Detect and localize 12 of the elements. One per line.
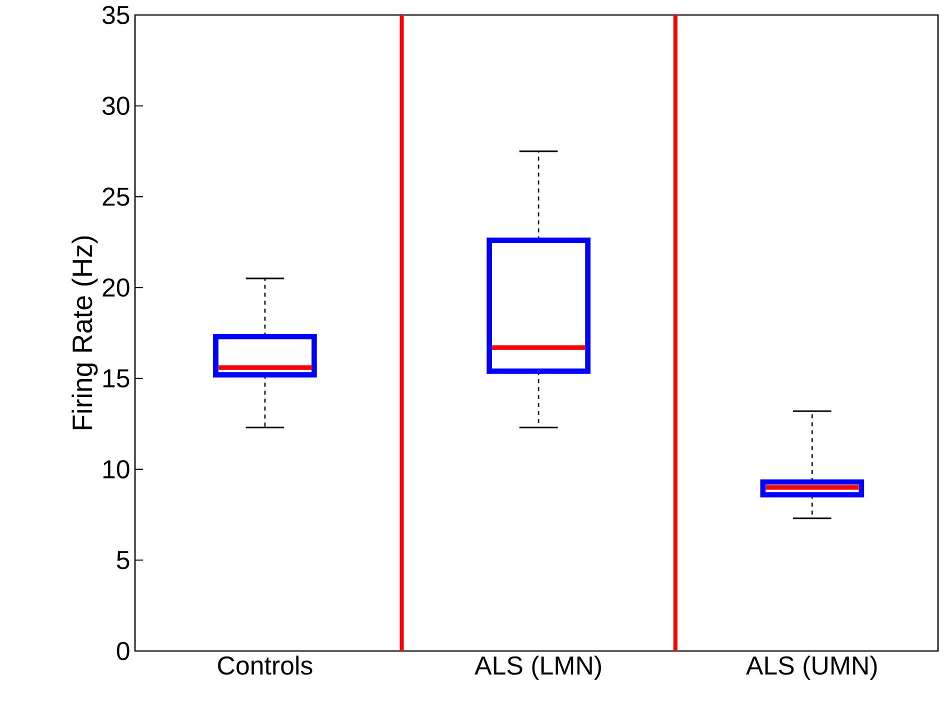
y-tick-label: 20 [102,278,130,297]
y-tick-label: 25 [102,188,130,206]
x-tick-label: ALS (UMN) [746,656,877,680]
y-tick-label: 5 [116,551,130,570]
x-tick-label: ALS (LMN) [474,656,601,680]
y-tick-label: 10 [103,460,130,478]
y-tick-label: 0 [116,642,130,660]
y-axis-title: Firing Rate (Hz) [72,236,98,430]
y-tick-label: 35 [102,6,130,24]
x-tick-label: Controls [218,656,312,675]
y-tick-label: 30 [102,96,130,116]
y-tick-label: 15 [103,369,130,388]
